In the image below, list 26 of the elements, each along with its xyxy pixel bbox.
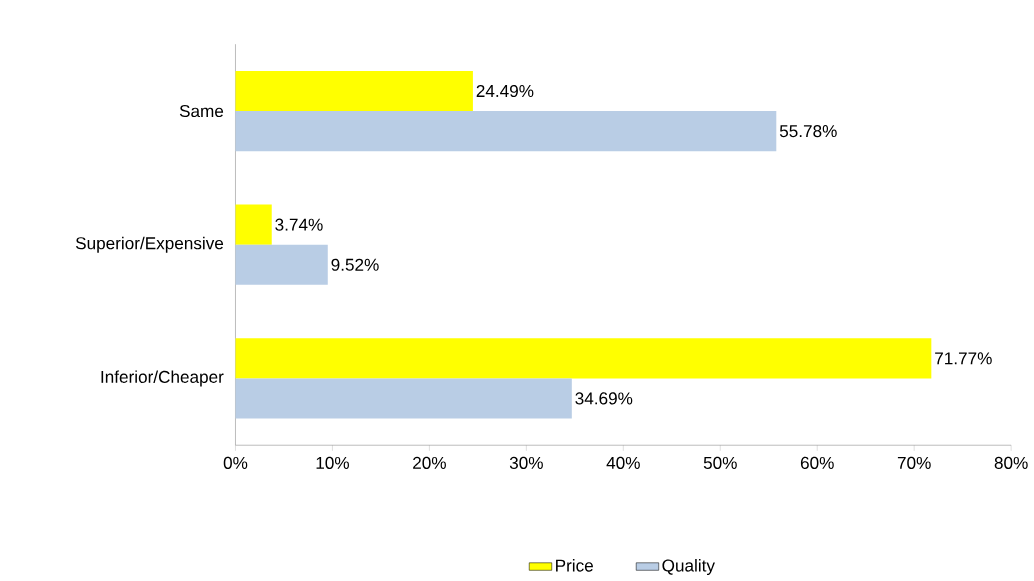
- bar: [235, 378, 572, 419]
- x-tick-label: 50%: [703, 456, 737, 470]
- y-tick-label: Superior/Expensive: [75, 236, 224, 253]
- bar: [235, 111, 777, 152]
- bar: [235, 244, 328, 285]
- bar: [235, 204, 272, 245]
- x-tick-label: 80%: [994, 456, 1028, 470]
- x-tick-label: 60%: [800, 456, 834, 470]
- data-label: 55.78%: [779, 125, 837, 138]
- bar: [235, 338, 932, 379]
- x-tick-label: 0%: [223, 456, 248, 470]
- x-tick-label: 40%: [606, 456, 640, 470]
- x-tick-label: 10%: [316, 456, 349, 470]
- bar: [235, 71, 473, 112]
- data-label: 3.74%: [275, 218, 323, 231]
- data-label: 9.52%: [331, 258, 379, 271]
- x-tick-label: 20%: [413, 456, 446, 470]
- legend-label: Price: [556, 559, 593, 572]
- data-label: 71.77%: [935, 352, 992, 365]
- x-tick-label: 70%: [897, 456, 931, 470]
- y-tick-label: Same: [179, 105, 224, 118]
- data-label: 34.69%: [575, 392, 633, 405]
- legend-label: Quality: [662, 559, 715, 576]
- x-tick-label: 30%: [509, 456, 543, 470]
- y-tick-label: Inferior/Cheaper: [101, 370, 224, 387]
- data-label: 24.49%: [476, 85, 534, 98]
